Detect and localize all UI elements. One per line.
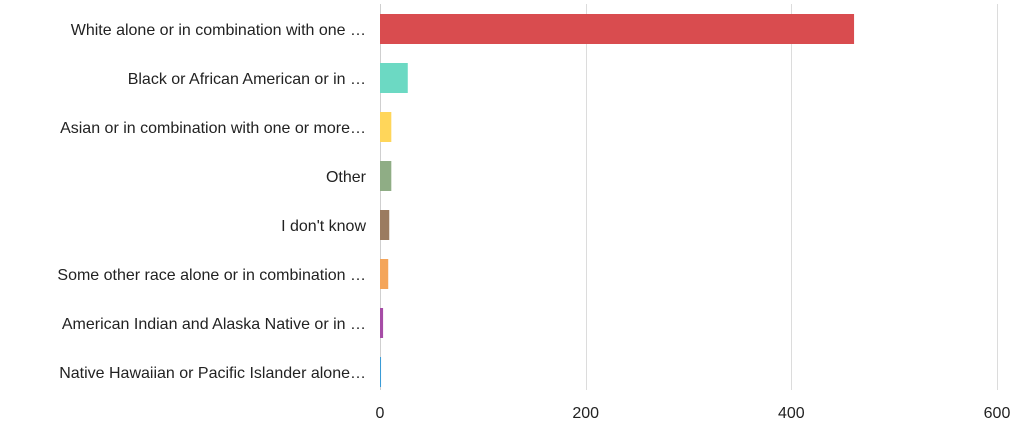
category-label: American Indian and Alaska Native or in … <box>62 316 366 333</box>
category-label: Black or African American or in … <box>128 71 366 88</box>
category-label: I don't know <box>281 218 366 235</box>
bar[interactable] <box>380 112 392 142</box>
bar[interactable] <box>380 14 855 44</box>
bar[interactable] <box>380 308 384 338</box>
category-label: Native Hawaiian or Pacific Islander alon… <box>59 365 366 382</box>
x-tick-label: 200 <box>572 405 599 422</box>
bar[interactable] <box>380 63 408 93</box>
bars <box>380 14 855 387</box>
x-tick-label: 0 <box>376 405 385 422</box>
category-label: White alone or in combination with one … <box>71 22 366 39</box>
bar[interactable] <box>380 357 382 387</box>
category-label: Asian or in combination with one or more… <box>60 120 366 137</box>
x-tick-label: 400 <box>778 405 805 422</box>
x-tick-label: 600 <box>984 405 1011 422</box>
bar[interactable] <box>380 259 389 289</box>
category-labels: White alone or in combination with one …… <box>57 22 366 382</box>
category-label: Some other race alone or in combination … <box>57 267 366 284</box>
category-label: Other <box>326 169 367 186</box>
bar[interactable] <box>380 210 390 240</box>
x-axis-tick-labels: 0 200 400 600 <box>376 405 1011 422</box>
bar[interactable] <box>380 161 392 191</box>
grid-lines <box>380 4 998 390</box>
